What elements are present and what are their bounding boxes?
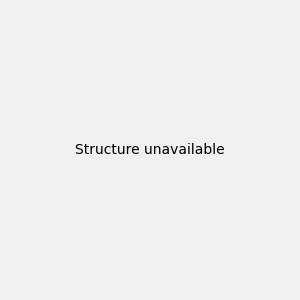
Text: Structure unavailable: Structure unavailable xyxy=(75,143,225,157)
